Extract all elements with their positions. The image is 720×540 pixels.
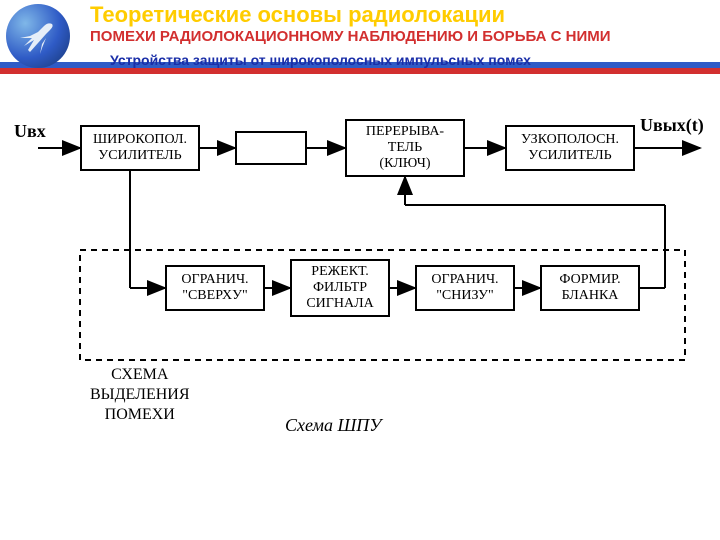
logo-circle — [6, 4, 70, 68]
block-narrowband-amp: УЗКОПОЛОСН. УСИЛИТЕЛЬ — [505, 125, 635, 171]
input-signal-label: Uвх — [14, 121, 46, 142]
diagram-caption: Схема ШПУ — [285, 415, 381, 436]
block-limiter-bottom: ОГРАНИЧ. "СНИЗУ" — [415, 265, 515, 311]
slide-title-sub: ПОМЕХИ РАДИОЛОКАЦИОННОМУ НАБЛЮДЕНИЮ И БО… — [90, 28, 611, 45]
scheme-label: СХЕМА ВЫДЕЛЕНИЯ ПОМЕХИ — [90, 365, 190, 425]
output-signal-label: Uвых(t) — [640, 115, 704, 136]
block-interrupter-key: ПЕРЕРЫВА- ТЕЛЬ (КЛЮЧ) — [345, 119, 465, 177]
airplane-icon — [18, 18, 58, 54]
slide-title-main: Теоретические основы радиолокации — [90, 2, 505, 28]
slide-title-topic: Устройства защиты от широкополосных импу… — [110, 52, 531, 68]
block-blank-former: ФОРМИР. БЛАНКА — [540, 265, 640, 311]
block-wideband-amp: ШИРОКОПОЛ. УСИЛИТЕЛЬ — [80, 125, 200, 171]
block-delay-symbol — [235, 131, 307, 165]
slide-header: Теоретические основы радиолокации ПОМЕХИ… — [0, 0, 720, 78]
block-diagram: Uвх Uвых(t) ШИРОКОПОЛ. УСИЛИТЕЛЬ ПЕРЕРЫВ… — [0, 95, 720, 435]
block-limiter-top: ОГРАНИЧ. "СВЕРХУ" — [165, 265, 265, 311]
block-notch-filter: РЕЖЕКТ. ФИЛЬТР СИГНАЛА — [290, 259, 390, 317]
flag-red-stripe — [0, 68, 720, 74]
